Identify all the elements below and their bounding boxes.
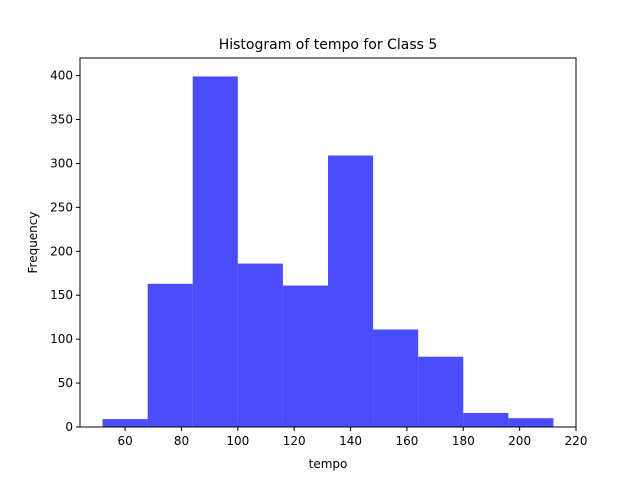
y-tick-label: 400 [50, 69, 73, 83]
x-tick-label: 120 [283, 434, 306, 448]
histogram-bar [373, 329, 419, 427]
y-axis-label: Frequency [26, 212, 40, 274]
y-tick-label: 200 [50, 244, 73, 258]
x-tick-label: 100 [226, 434, 249, 448]
histogram-bar [463, 412, 509, 427]
y-tick-label: 100 [50, 332, 73, 346]
histogram-bar [102, 419, 148, 427]
histogram-bar [418, 356, 464, 427]
histogram-bar [282, 285, 328, 427]
bars-group [102, 76, 554, 427]
y-axis-ticks: 0 50 100 150 200 250 300 350 400 [50, 69, 80, 434]
x-tick-label: 60 [117, 434, 132, 448]
x-tick-label: 80 [174, 434, 189, 448]
x-tick-label: 140 [339, 434, 362, 448]
y-tick-label: 150 [50, 288, 73, 302]
histogram-bar [328, 155, 374, 427]
x-tick-label: 160 [395, 434, 418, 448]
x-tick-label: 200 [508, 434, 531, 448]
histogram-bar [192, 76, 238, 427]
y-tick-label: 300 [50, 156, 73, 170]
y-tick-label: 50 [58, 376, 73, 390]
y-tick-label: 0 [65, 420, 73, 434]
x-tick-label: 220 [565, 434, 588, 448]
x-axis-label: tempo [309, 457, 348, 471]
plot-frame [79, 57, 577, 428]
y-tick-label: 350 [50, 113, 73, 127]
histogram-bar [237, 263, 283, 427]
y-tick-label: 250 [50, 200, 73, 214]
histogram-bar [147, 283, 193, 427]
x-axis-ticks: 60 80 100 120 140 160 180 200 220 [117, 427, 587, 448]
x-tick-label: 180 [452, 434, 475, 448]
chart-title: Histogram of tempo for Class 5 [219, 37, 438, 53]
histogram-bar [508, 418, 554, 427]
